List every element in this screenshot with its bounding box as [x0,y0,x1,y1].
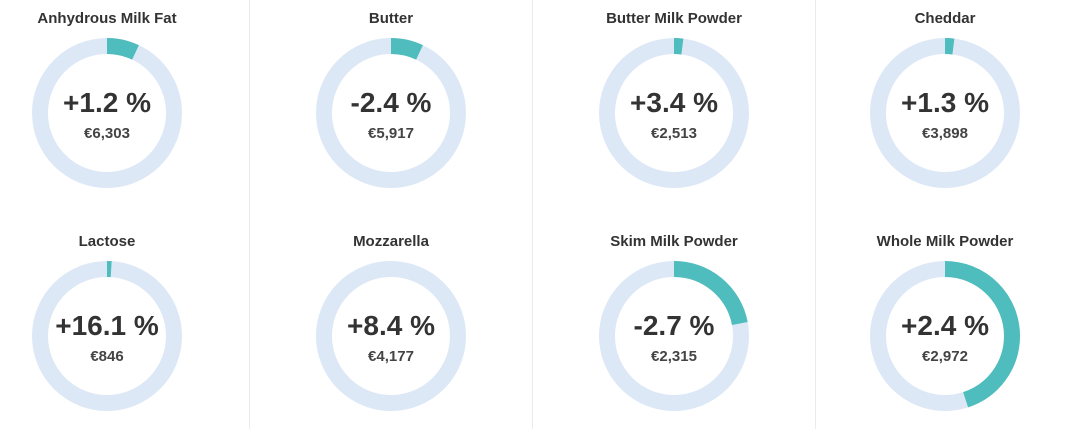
donut-arc [870,38,1020,188]
donut-ring [599,261,749,411]
donut-ring [870,38,1020,188]
donut-svg [599,261,749,411]
price-value: €5,917 [368,125,414,142]
price-card: Whole Milk Powder +2.4 % €2,972 [816,223,1075,429]
donut-arc [32,261,182,411]
donut-ring [599,38,749,188]
donut-arc [599,261,749,411]
price-card: Butter Milk Powder +3.4 % €2,513 [533,0,816,223]
product-name: Cheddar [914,10,976,27]
price-card: Mozzarella +8.4 % €4,177 [250,223,533,429]
donut-svg [870,261,1020,411]
price-value: €2,315 [651,348,697,365]
price-value: €6,303 [84,125,130,142]
price-change: +8.4 % [347,310,435,341]
price-change: +2.4 % [901,310,989,341]
donut-svg [32,261,182,411]
donut-svg [316,38,466,188]
donut-track [316,261,466,411]
product-name: Mozzarella [353,233,429,250]
donut-ring [316,261,466,411]
price-value: €2,972 [922,348,968,365]
price-value: €846 [90,348,124,365]
product-name: Butter Milk Powder [606,10,742,27]
donut-arc [870,261,1020,411]
product-name: Lactose [78,233,136,250]
donut-ring [32,38,182,188]
product-name: Butter [368,10,414,27]
price-card: Anhydrous Milk Fat +1.2 % €6,303 [0,0,250,223]
donut-arc [599,38,749,188]
donut-ring [32,261,182,411]
donut-ring [316,38,466,188]
price-change: -2.4 % [350,87,432,118]
donut-arc [32,38,182,188]
price-change: +16.1 % [55,310,159,341]
donut-svg [599,38,749,188]
price-card: Cheddar +1.3 % €3,898 [816,0,1075,223]
price-change: -2.7 % [633,310,715,341]
price-card: Butter -2.4 % €5,917 [250,0,533,223]
price-change: +3.4 % [630,87,718,118]
price-change: +1.3 % [901,87,989,118]
product-name: Skim Milk Powder [610,233,738,250]
donut-svg [32,38,182,188]
donut-ring [870,261,1020,411]
price-value: €2,513 [651,125,697,142]
donut-svg [316,261,466,411]
price-card: Skim Milk Powder -2.7 % €2,315 [533,223,816,429]
product-name: Whole Milk Powder [876,233,1014,250]
donut-arc [316,38,466,188]
price-value: €3,898 [922,125,968,142]
donut-svg [870,38,1020,188]
price-change: +1.2 % [63,87,151,118]
price-card: Lactose +16.1 % €846 [0,223,250,429]
price-value: €4,177 [368,348,414,365]
product-name: Anhydrous Milk Fat [37,10,177,27]
